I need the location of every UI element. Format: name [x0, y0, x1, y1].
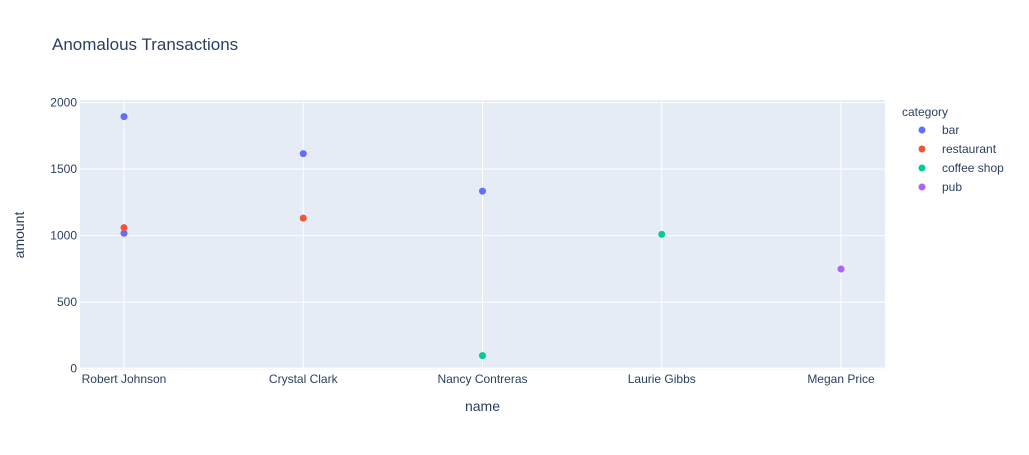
legend-item[interactable]: pub	[918, 180, 963, 194]
x-tick-label: Nancy Contreras	[437, 372, 527, 386]
legend-item[interactable]: coffee shop	[918, 161, 1005, 175]
legend-label: restaurant	[942, 142, 997, 156]
legend-label: coffee shop	[942, 161, 1004, 175]
data-point[interactable]	[658, 230, 666, 238]
data-point[interactable]	[299, 150, 307, 158]
legend-label: bar	[942, 123, 959, 137]
chart-title: Anomalous Transactions	[52, 35, 238, 54]
x-tick-label: Megan Price	[807, 372, 875, 386]
data-point[interactable]	[479, 352, 486, 360]
legend-marker	[918, 145, 926, 153]
x-tick-labels: Robert Johnson Crystal Clark Nancy Contrer…	[82, 372, 875, 386]
data-point[interactable]	[837, 265, 845, 273]
y-tick-label: 2000	[50, 96, 77, 110]
y-tick-label: 0	[70, 362, 77, 376]
legend-marker	[918, 126, 926, 134]
data-point[interactable]	[479, 187, 486, 195]
data-point[interactable]	[120, 229, 128, 237]
legend-marker	[918, 164, 926, 172]
y-tick-label: 500	[57, 295, 77, 309]
x-axis-title: name	[465, 398, 500, 414]
legend-item[interactable]: bar	[918, 123, 960, 137]
legend[interactable]: category bar restaurant coffee shop pub	[902, 105, 1004, 194]
x-tick-label: Laurie Gibbs	[628, 372, 696, 386]
data-point[interactable]	[120, 224, 128, 232]
legend-marker	[918, 183, 926, 191]
x-tick-label: Crystal Clark	[269, 372, 339, 386]
legend-items[interactable]: bar restaurant coffee shop pub	[918, 123, 1005, 194]
data-points	[120, 113, 845, 360]
legend-item[interactable]: restaurant	[918, 142, 997, 156]
y-tick-labels: 0 500 1000 1500 2000	[50, 96, 77, 376]
legend-title: category	[902, 105, 948, 119]
data-point[interactable]	[120, 113, 128, 121]
y-tick-label: 1000	[50, 229, 77, 243]
legend-label: pub	[942, 180, 962, 194]
grid-lines	[80, 100, 885, 370]
data-point[interactable]	[299, 214, 307, 222]
y-axis-title: amount	[11, 212, 27, 259]
x-tick-label: Robert Johnson	[82, 372, 167, 386]
y-tick-label: 1500	[50, 162, 77, 176]
